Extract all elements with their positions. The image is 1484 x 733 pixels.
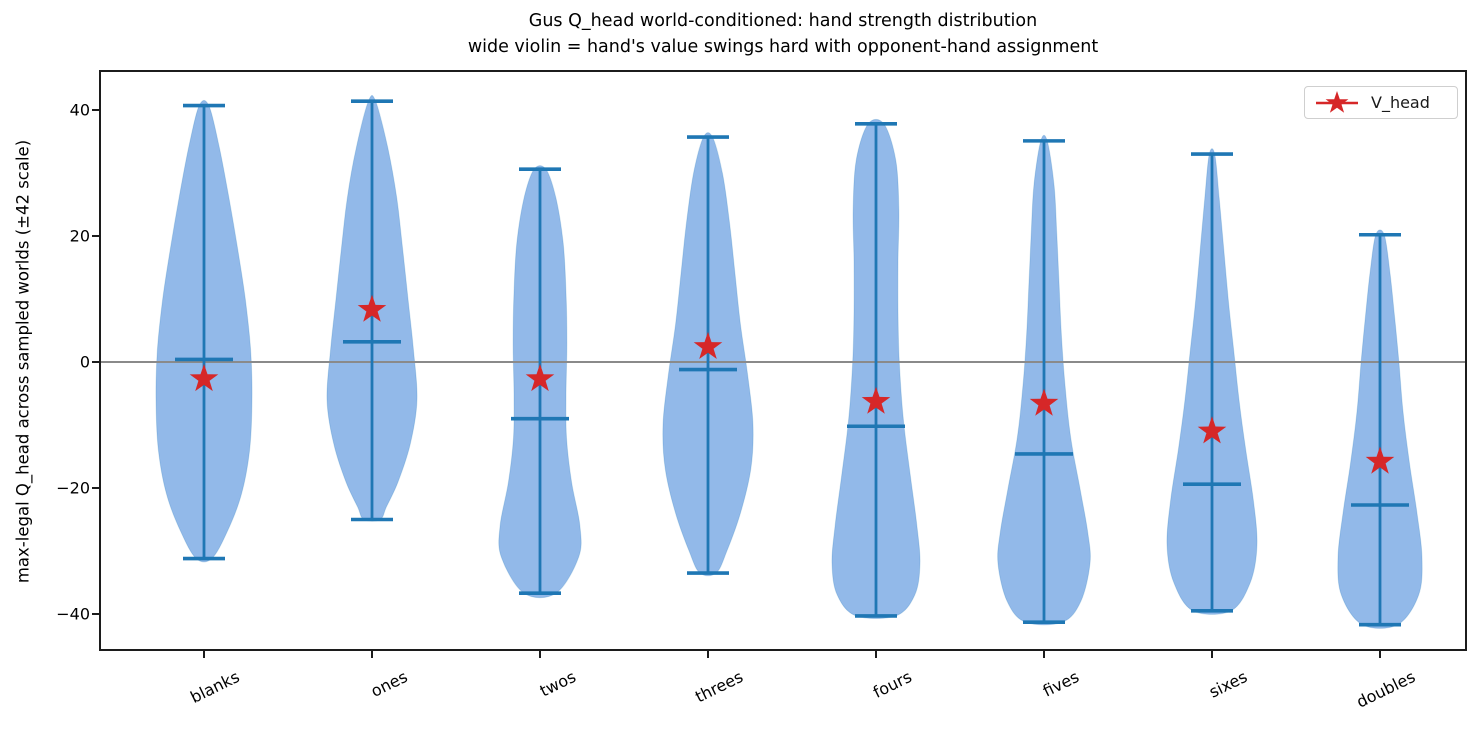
v-head-star-doubles <box>1365 446 1395 474</box>
violin-marks-doubles <box>1351 232 1409 627</box>
chart-title-line1: Gus Q_head world-conditioned: hand stren… <box>528 11 1038 31</box>
legend-box: V_head <box>1304 86 1458 119</box>
whiskers-and-stars-layer <box>175 99 1409 627</box>
v-head-star-twos <box>525 364 555 392</box>
v-head-star-fives <box>1029 388 1059 416</box>
v-head-star-blanks <box>189 364 219 392</box>
violin-marks-twos <box>511 167 569 596</box>
y-tick-label-40: 40 <box>69 100 90 120</box>
violin-marks-blanks <box>175 103 233 561</box>
legend-star-icon <box>1316 90 1358 113</box>
violin-marks-fives <box>1015 139 1073 624</box>
violin-marks-threes <box>679 135 737 575</box>
y-tick-label-−20: −20 <box>56 478 90 498</box>
v-head-star-sixes <box>1197 416 1227 444</box>
violin-marks-fours <box>847 122 905 618</box>
v-head-star-fours <box>861 386 891 414</box>
plot-area-border <box>99 70 1467 651</box>
axis-ticks-layer <box>92 109 1381 658</box>
y-tick-label-−40: −40 <box>56 604 90 624</box>
v-head-star-ones <box>357 294 387 322</box>
violin-marks-sixes <box>1183 152 1241 613</box>
chart-title-line2: wide violin = hand's value swings hard w… <box>467 37 1099 57</box>
violin-marks-ones <box>343 99 401 522</box>
legend-label: V_head <box>1371 93 1430 112</box>
chart-title: Gus Q_head world-conditioned: hand stren… <box>100 8 1466 60</box>
y-tick-label-20: 20 <box>69 226 90 246</box>
v-head-star-threes <box>693 331 723 359</box>
y-tick-label-0: 0 <box>79 352 90 372</box>
